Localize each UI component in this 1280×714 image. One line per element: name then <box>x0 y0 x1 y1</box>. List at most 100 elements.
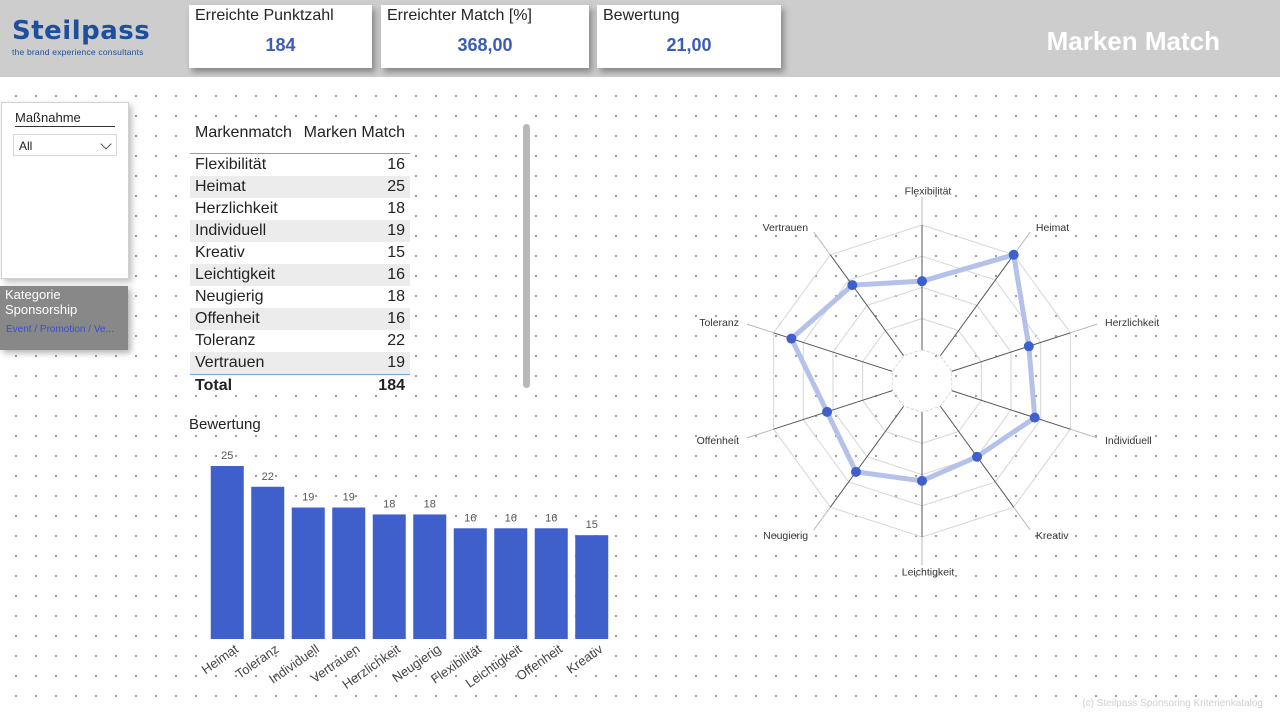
table-row[interactable]: Toleranz 22 <box>190 330 410 352</box>
radar-point[interactable] <box>1008 249 1019 260</box>
radar-point[interactable] <box>847 280 858 291</box>
radar-spoke <box>829 254 905 357</box>
radar-category-label: Neugierig <box>763 530 808 542</box>
bar-data-label: 16 <box>545 512 557 524</box>
radar-point[interactable] <box>786 333 797 344</box>
logo-wordmark: Steilpass <box>12 16 151 46</box>
bar[interactable] <box>453 528 487 639</box>
radar-spoke <box>951 332 1071 372</box>
table-row[interactable]: Vertrauen 19 <box>190 352 410 374</box>
radar-category-label: Individuell <box>1105 435 1152 447</box>
table-header: Markenmatch Marken Match <box>190 122 410 154</box>
top-header-bar: Steilpass the brand experience consultan… <box>0 0 1280 77</box>
slicer-title: Maßnahme <box>15 110 115 127</box>
radar-spoke <box>829 405 905 508</box>
radar-category-label: Flexibilität <box>905 186 952 198</box>
radar-category-label: Toleranz <box>699 317 739 329</box>
radar-category-label: Leichtigkeit <box>902 566 955 578</box>
kpi-value: 21,00 <box>666 35 712 55</box>
table-row[interactable]: Kreativ 15 <box>190 242 410 264</box>
bar[interactable] <box>494 528 528 639</box>
radar-grid-ring <box>891 349 953 413</box>
markenmatch-table: Markenmatch Marken Match Flexibilität 16 … <box>190 122 410 395</box>
radar-category-label: Vertrauen <box>763 222 809 234</box>
radar-leader-line <box>746 323 774 334</box>
table-row[interactable]: Flexibilität 16 <box>190 154 410 176</box>
radar-leader-line <box>746 428 774 439</box>
massnahme-dropdown[interactable]: All <box>13 134 117 156</box>
bar[interactable] <box>413 514 447 639</box>
chevron-down-icon <box>100 138 112 150</box>
bar-category-label: Kreativ <box>564 641 606 677</box>
radar-leader-line <box>1070 323 1098 334</box>
kpi-card-punktzahl[interactable]: Erreichte Punktzahl 184 <box>189 5 372 68</box>
bar-data-label: 18 <box>424 498 436 510</box>
radar-point[interactable] <box>972 451 983 462</box>
bar-data-label: 25 <box>221 450 233 462</box>
row-label: Herzlichkeit <box>195 200 278 217</box>
kpi-title: Bewertung <box>603 7 680 24</box>
table-row[interactable]: Herzlichkeit 18 <box>190 198 410 220</box>
table-total-row: Total 184 <box>190 374 410 395</box>
table-row[interactable]: Individuell 19 <box>190 220 410 242</box>
radar-series-line <box>788 252 1038 484</box>
kpi-title: Erreichter Match [%] <box>387 7 532 24</box>
table-row[interactable]: Neugierig 18 <box>190 286 410 308</box>
radar-point[interactable] <box>1023 341 1034 352</box>
massnahme-slicer: Maßnahme All <box>1 102 129 279</box>
table-row[interactable]: Leichtigkeit 16 <box>190 264 410 286</box>
bar-data-label: 18 <box>383 498 395 510</box>
kategorie-title: Kategorie Sponsorship <box>5 287 78 317</box>
radar-leader-line <box>1013 506 1031 531</box>
radar-category-label: Kreativ <box>1036 530 1069 542</box>
kategorie-card: Kategorie Sponsorship Event / Promotion … <box>0 286 128 350</box>
radar-category-label: Herzlichkeit <box>1105 317 1159 329</box>
row-label: Neugierig <box>195 288 264 305</box>
radar-spoke <box>951 390 1071 430</box>
bar[interactable] <box>251 486 285 639</box>
total-value: 184 <box>378 377 405 394</box>
radar-point[interactable] <box>1029 412 1040 423</box>
row-value: 16 <box>387 156 405 173</box>
bar[interactable] <box>291 507 325 639</box>
bar[interactable] <box>332 507 366 639</box>
row-label: Individuell <box>195 222 267 239</box>
table-row[interactable]: Heimat 25 <box>190 176 410 198</box>
row-value: 15 <box>387 244 405 261</box>
bar[interactable] <box>372 514 406 639</box>
radar-point[interactable] <box>822 406 833 417</box>
row-value: 22 <box>387 332 405 349</box>
radar-point[interactable] <box>850 466 861 477</box>
column-header-markenmatch[interactable]: Markenmatch <box>195 124 292 141</box>
radar-point[interactable] <box>917 276 927 287</box>
table-row[interactable]: Offenheit 16 <box>190 308 410 330</box>
row-value: 25 <box>387 178 405 195</box>
bar-category-label: Offenheit <box>513 641 565 684</box>
kategorie-value[interactable]: Event / Promotion / Ve... <box>6 324 114 335</box>
logo-tagline: the brand experience consultants <box>12 47 144 57</box>
bar[interactable] <box>575 535 609 639</box>
bar[interactable] <box>210 466 244 639</box>
page-title: Marken Match <box>1046 26 1220 56</box>
total-label: Total <box>195 377 233 394</box>
radar-leader-line <box>813 231 831 256</box>
row-label: Vertrauen <box>195 354 265 371</box>
bar-data-label: 19 <box>302 492 314 504</box>
row-label: Flexibilität <box>195 156 267 173</box>
radar-leader-line <box>1070 428 1098 439</box>
kpi-value: 184 <box>265 35 296 55</box>
table-scrollbar[interactable] <box>523 124 530 388</box>
bar[interactable] <box>534 528 568 639</box>
kpi-title: Erreichte Punktzahl <box>195 7 334 24</box>
bar-chart-title: Bewertung <box>189 416 261 433</box>
marken-match-radar-chart: Flexibilität Heimat Herzlichkeit Individuel… <box>697 186 1160 579</box>
row-label: Offenheit <box>195 310 260 327</box>
kpi-value: 368,00 <box>457 35 513 55</box>
column-header-marken-match[interactable]: Marken Match <box>303 124 405 141</box>
bar-data-label: 16 <box>505 512 517 524</box>
dropdown-selected-value: All <box>19 139 33 153</box>
row-value: 18 <box>387 200 405 217</box>
kpi-card-match-percent[interactable]: Erreichter Match [%] 368,00 <box>381 5 589 68</box>
kpi-card-bewertung[interactable]: Bewertung 21,00 <box>597 5 781 68</box>
radar-point[interactable] <box>917 475 927 486</box>
